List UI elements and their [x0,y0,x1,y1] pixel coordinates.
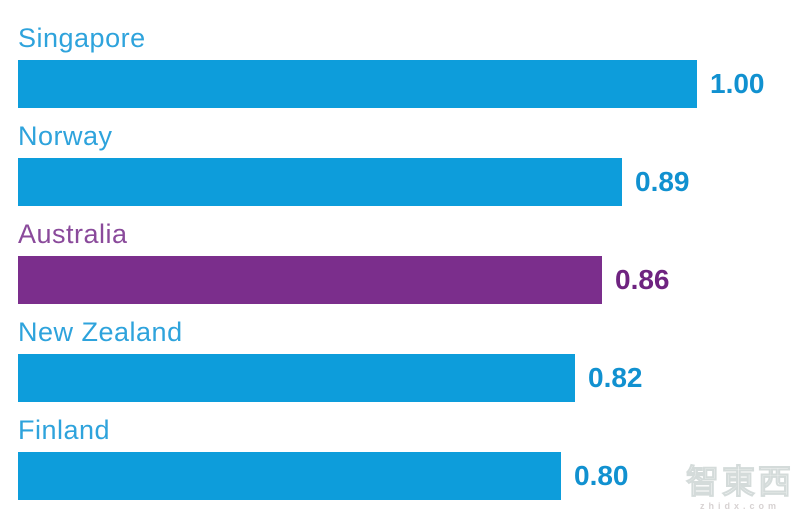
bar-row: New Zealand 0.82 [18,316,800,402]
watermark-url-text: zhidx.com [699,501,780,511]
category-label: New Zealand [18,317,183,347]
bar-row: Norway 0.89 [18,120,800,206]
bar [18,158,622,206]
bar-line: 0.82 [18,354,800,402]
category-label: Singapore [18,23,146,53]
bar [18,60,697,108]
value-label: 0.89 [635,166,690,197]
bar [18,256,602,304]
value-label: 0.86 [615,264,670,295]
value-label: 1.00 [710,68,765,99]
category-label: Finland [18,415,111,445]
value-label: 0.80 [574,460,629,491]
category-label: Australia [18,219,128,249]
bar-row: Finland 0.80 [18,414,800,500]
bar-chart-rows: Singapore 1.00 Norway 0.89 Australia 0.86 New … [18,22,800,500]
bar-row: Australia 0.86 [18,218,800,304]
value-label: 0.82 [588,362,643,393]
bar-line: 0.89 [18,158,800,206]
bar-line: 0.86 [18,256,800,304]
category-label: Norway [18,121,113,151]
bar-line: 0.80 [18,452,800,500]
bar-line: 1.00 [18,60,800,108]
bar [18,452,561,500]
bar [18,354,575,402]
bar-row: Singapore 1.00 [18,22,800,108]
